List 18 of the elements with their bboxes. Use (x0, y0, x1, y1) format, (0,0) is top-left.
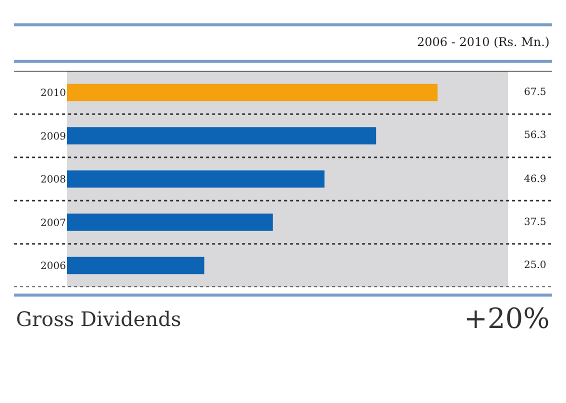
data-label: 46.9 (524, 174, 546, 185)
data-label: 37.5 (524, 217, 546, 228)
bar (67, 84, 438, 102)
data-label: 56.3 (524, 130, 546, 141)
data-label: 67.5 (524, 87, 546, 98)
y-tick-label: 2006 (40, 261, 66, 272)
bar (67, 214, 273, 231)
bar (67, 256, 204, 274)
y-tick-label: 2009 (40, 131, 66, 142)
y-tick-label: 2010 (40, 88, 66, 99)
text: +20% (464, 302, 550, 335)
text: 2006 - 2010 (Rs. Mn.) (417, 35, 550, 49)
y-tick-label: 2007 (40, 218, 66, 229)
bar (67, 127, 376, 144)
bar (67, 170, 324, 188)
text: Gross Dividends (16, 307, 182, 331)
data-label: 25.0 (524, 260, 546, 271)
y-tick-label: 2008 (40, 174, 66, 186)
